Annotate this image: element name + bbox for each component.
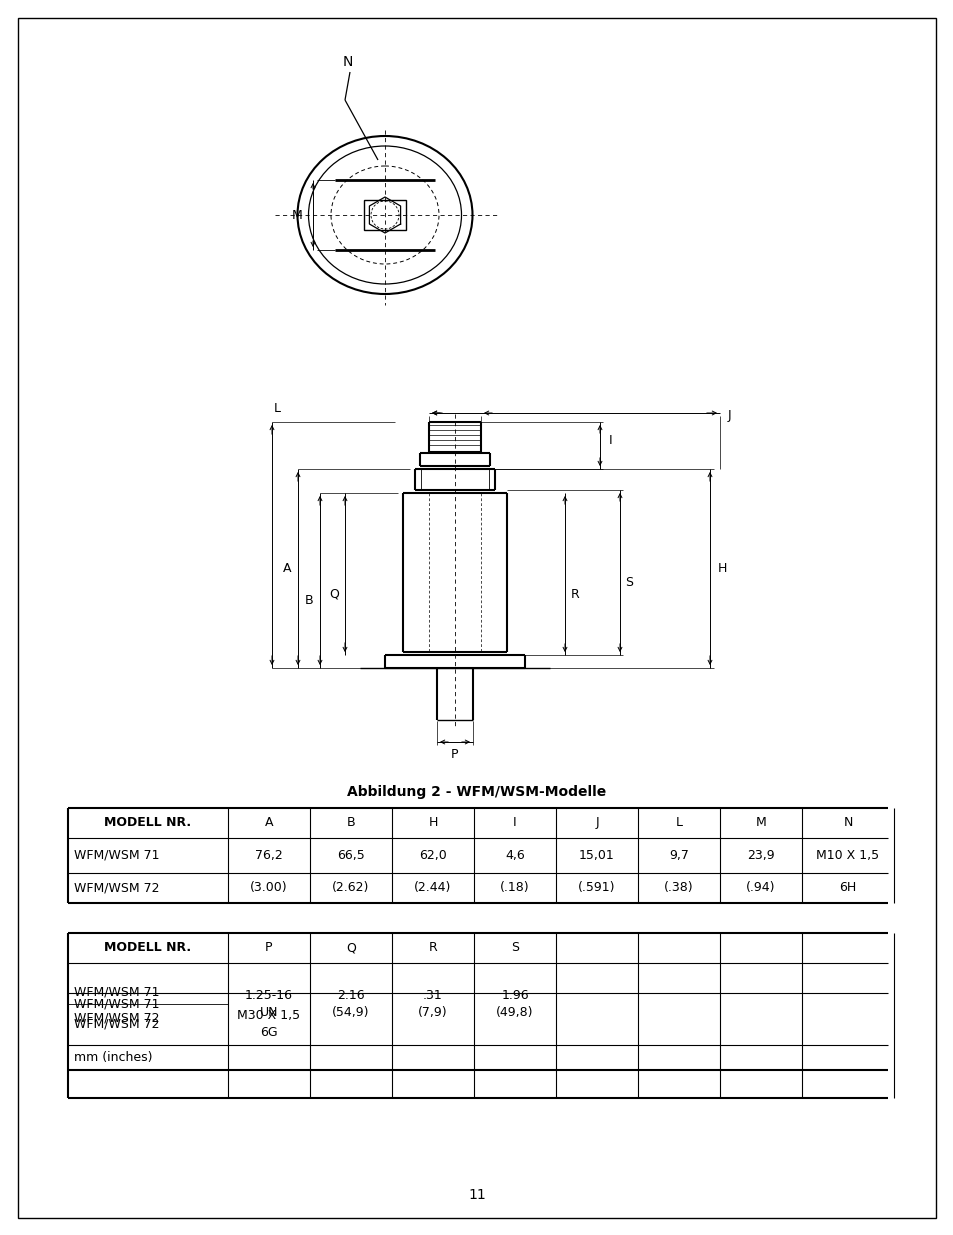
Text: 1.25-16
UN: 1.25-16 UN bbox=[245, 989, 293, 1019]
Text: J: J bbox=[595, 816, 598, 830]
Text: H: H bbox=[428, 816, 437, 830]
Bar bbox=[364, 200, 406, 230]
Text: B: B bbox=[304, 594, 313, 606]
Text: M: M bbox=[292, 209, 303, 221]
Text: 9,7: 9,7 bbox=[668, 848, 688, 862]
Text: WFM/WSM 72: WFM/WSM 72 bbox=[74, 1011, 159, 1025]
Text: WFM/WSM 72: WFM/WSM 72 bbox=[74, 882, 159, 894]
Text: 23,9: 23,9 bbox=[746, 848, 774, 862]
Text: MODELL NR.: MODELL NR. bbox=[104, 941, 192, 955]
Text: I: I bbox=[513, 816, 517, 830]
Text: WFM/WSM 71: WFM/WSM 71 bbox=[74, 986, 159, 999]
Text: I: I bbox=[608, 433, 612, 447]
Text: WFM/WSM 72: WFM/WSM 72 bbox=[74, 1018, 159, 1030]
Text: L: L bbox=[274, 401, 280, 415]
Text: WFM/WSM 71: WFM/WSM 71 bbox=[74, 848, 159, 862]
Text: (.38): (.38) bbox=[663, 882, 693, 894]
Text: 15,01: 15,01 bbox=[578, 848, 615, 862]
Text: Abbildung 2 - WFM/WSM-Modelle: Abbildung 2 - WFM/WSM-Modelle bbox=[347, 785, 606, 799]
Text: P: P bbox=[265, 941, 273, 955]
Text: 2.16
(54,9): 2.16 (54,9) bbox=[332, 989, 370, 1019]
Text: (2.62): (2.62) bbox=[332, 882, 370, 894]
Text: .31
(7,9): .31 (7,9) bbox=[417, 989, 447, 1019]
Text: (.591): (.591) bbox=[578, 882, 615, 894]
Text: S: S bbox=[624, 576, 633, 589]
Text: M: M bbox=[755, 816, 765, 830]
Text: H: H bbox=[717, 562, 726, 576]
Text: MODELL NR.: MODELL NR. bbox=[104, 816, 192, 830]
Text: L: L bbox=[675, 816, 681, 830]
Text: mm (inches): mm (inches) bbox=[74, 1051, 152, 1065]
Text: 66,5: 66,5 bbox=[336, 848, 364, 862]
Text: P: P bbox=[451, 748, 458, 762]
Text: N: N bbox=[842, 816, 852, 830]
Text: 6H: 6H bbox=[839, 882, 856, 894]
Text: S: S bbox=[511, 941, 518, 955]
Text: N: N bbox=[342, 56, 353, 69]
Text: (2.44): (2.44) bbox=[414, 882, 451, 894]
Text: M10 X 1,5: M10 X 1,5 bbox=[816, 848, 879, 862]
Text: (3.00): (3.00) bbox=[250, 882, 288, 894]
Text: R: R bbox=[570, 588, 578, 600]
Text: 4,6: 4,6 bbox=[504, 848, 524, 862]
Text: 11: 11 bbox=[468, 1188, 485, 1202]
Text: 76,2: 76,2 bbox=[254, 848, 283, 862]
Text: 1.96
(49,8): 1.96 (49,8) bbox=[496, 989, 533, 1019]
Text: WFM/WSM 71: WFM/WSM 71 bbox=[74, 998, 159, 1010]
Text: (.18): (.18) bbox=[499, 882, 529, 894]
Text: A: A bbox=[265, 816, 273, 830]
Text: R: R bbox=[428, 941, 436, 955]
Text: Q: Q bbox=[329, 588, 338, 600]
Text: Q: Q bbox=[346, 941, 355, 955]
Text: J: J bbox=[727, 409, 731, 421]
Text: M30 X 1,5
6G: M30 X 1,5 6G bbox=[237, 1009, 300, 1039]
Text: B: B bbox=[346, 816, 355, 830]
Text: (.94): (.94) bbox=[745, 882, 775, 894]
Text: 62,0: 62,0 bbox=[418, 848, 446, 862]
Text: A: A bbox=[282, 562, 291, 576]
